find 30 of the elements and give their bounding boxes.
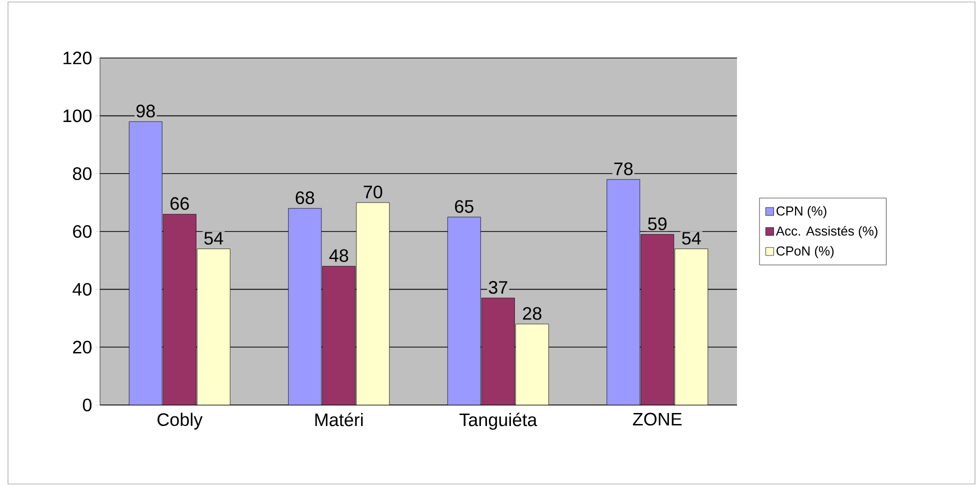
- y-tick-label: 0: [82, 398, 92, 412]
- legend-label: Acc. Assistés (%): [776, 226, 878, 238]
- data-label: 37: [488, 281, 508, 294]
- data-label: 54: [204, 232, 224, 245]
- x-tick-label: Matéri: [315, 412, 363, 426]
- y-tick-label: 120: [64, 52, 92, 64]
- data-label: 66: [170, 197, 189, 210]
- y-tick-label: 60: [73, 225, 92, 238]
- x-tick-label: ZONE: [632, 412, 682, 426]
- data-label: 68: [296, 191, 314, 204]
- y-tick-label: 20: [73, 340, 92, 354]
- data-label: 70: [364, 186, 382, 198]
- y-tick-label: 80: [72, 167, 92, 180]
- y-tick-label: 40: [72, 282, 92, 296]
- bar: [288, 208, 322, 405]
- data-label: 54: [682, 232, 701, 245]
- data-label: 59: [648, 217, 667, 230]
- data-label: 78: [614, 162, 633, 176]
- x-tick-label: Tanguiéta: [460, 412, 538, 430]
- y-tick-label: 100: [64, 109, 92, 122]
- legend-label: CPoN (%): [776, 246, 834, 258]
- data-label: 98: [136, 104, 155, 118]
- bar: [129, 122, 162, 405]
- legend-label: CPN (%): [776, 206, 826, 218]
- x-tick-label: Cobly: [158, 412, 203, 430]
- bar: [606, 179, 640, 405]
- data-label: 65: [455, 200, 474, 213]
- data-label: 48: [329, 249, 348, 262]
- bar: [448, 217, 481, 405]
- data-label: 28: [523, 307, 542, 320]
